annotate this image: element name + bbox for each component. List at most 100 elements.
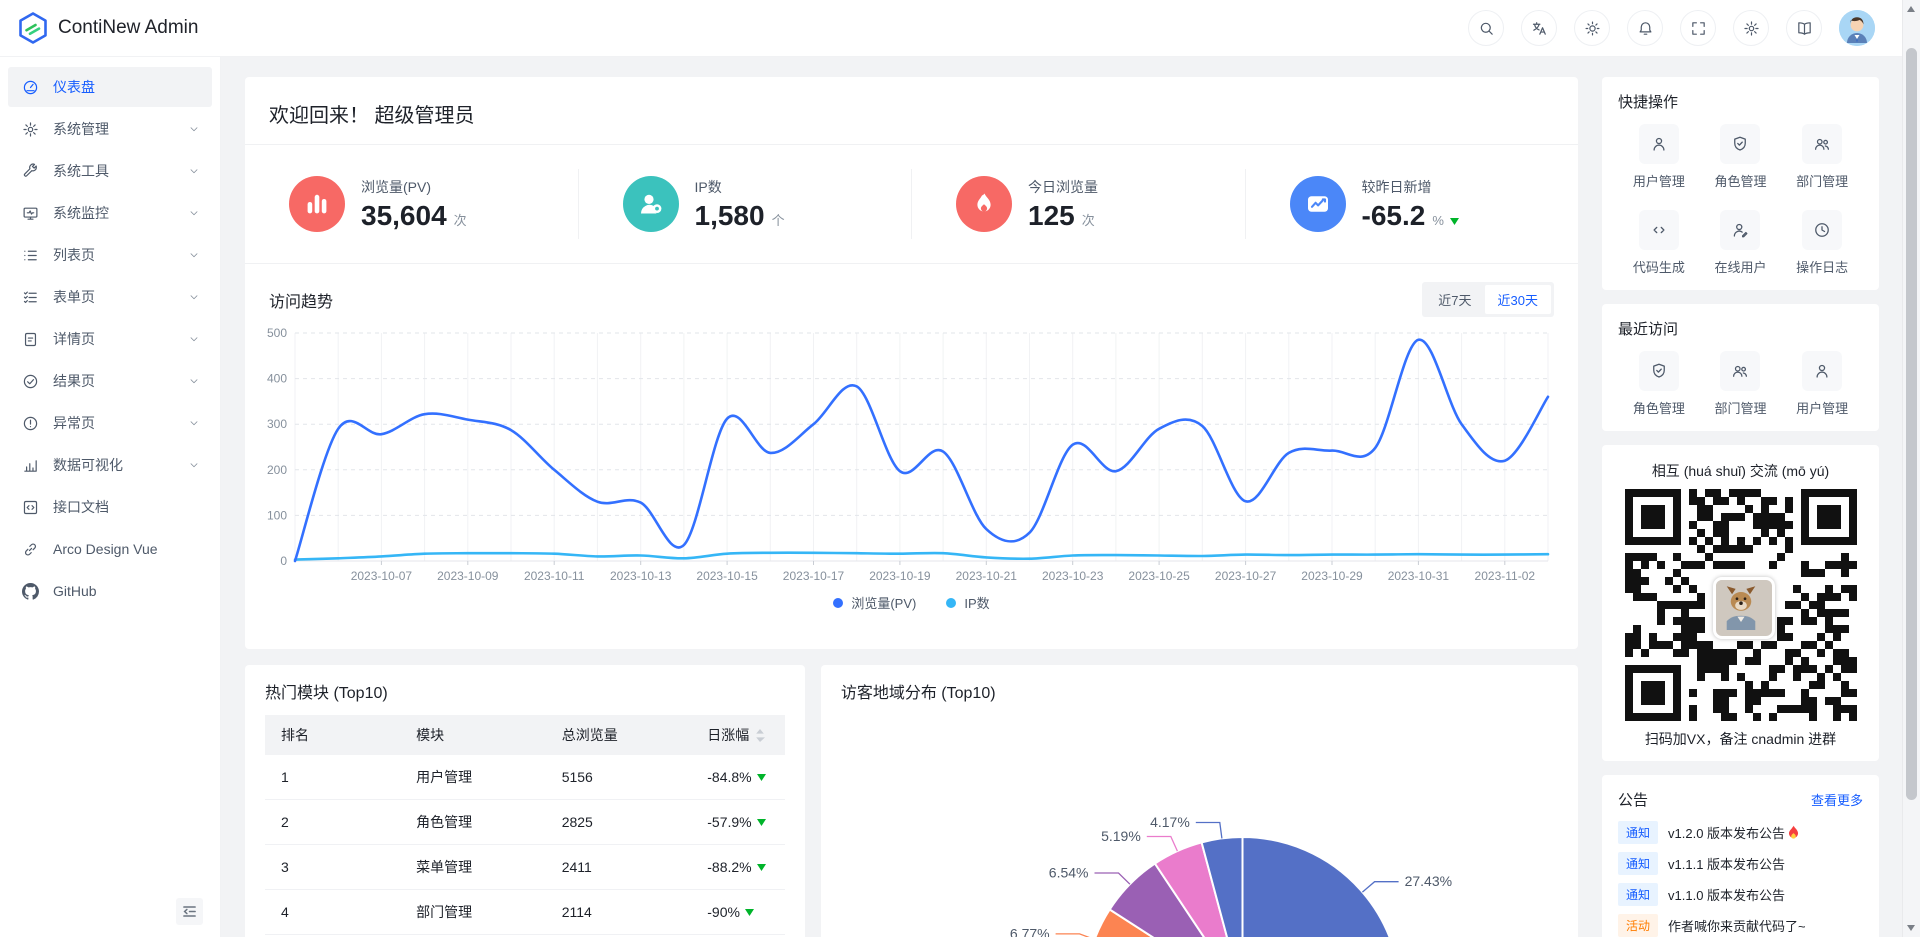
sidebar-collapse-button[interactable] [176, 898, 203, 925]
action-label: 操作日志 [1796, 260, 1849, 275]
sidebar-item-0[interactable]: 仪表盘 [8, 67, 212, 107]
sidebar-item-3[interactable]: 系统监控 [8, 193, 212, 233]
table-row[interactable]: 2 角色管理 2825 -57.9% [265, 799, 785, 845]
sidebar-item-label: GitHub [53, 583, 97, 599]
quick-action-3[interactable]: 代码生成 [1618, 210, 1700, 276]
settings-button[interactable] [1733, 10, 1769, 46]
exception-icon [22, 415, 39, 432]
sidebar-item-9[interactable]: 数据可视化 [8, 445, 212, 485]
range-option-selected[interactable]: 近30天 [1484, 285, 1551, 314]
search-button[interactable] [1468, 10, 1504, 46]
recent-visit-2[interactable]: 用户管理 [1781, 351, 1863, 417]
svg-text:27.43%: 27.43% [1404, 873, 1451, 889]
sun-icon [1584, 20, 1601, 37]
table-row[interactable]: 1 用户管理 5156 -84.8% [265, 755, 785, 800]
stat-value: 125 次 [1028, 199, 1095, 231]
chevron-down-icon [188, 207, 200, 219]
announcements-list: 通知 v1.2.0 版本发布公告 通知 v1.1.1 版本发布公告 通知 v1.… [1618, 820, 1863, 937]
recent-visit-0[interactable]: 角色管理 [1618, 351, 1700, 417]
welcome-title: 欢迎回来！ 超级管理员 [269, 105, 475, 127]
sidebar-item-11[interactable]: Arco Design Vue [8, 529, 212, 569]
cell-module: 用户管理 [400, 755, 546, 800]
sidebar-item-12[interactable]: GitHub [8, 571, 212, 611]
trend-icon [1289, 176, 1346, 232]
chevron-down-icon [188, 249, 200, 261]
trend-range-toggle: 近7天 近30天 [1422, 282, 1554, 317]
stats-row: 浏览量(PV) 35,604 次 IP数 1,580 个 今日浏览量 125 次 较昨… [245, 145, 1578, 263]
fullscreen-button[interactable] [1680, 10, 1716, 46]
theme-button[interactable] [1574, 10, 1610, 46]
table-row[interactable]: 4 部门管理 2114 -90% [265, 889, 785, 935]
region-pie-chart[interactable]: 27.43% 6.77% 6.54% 5.19% 4.17% [841, 703, 1558, 937]
sidebar-item-6[interactable]: 详情页 [8, 319, 212, 359]
announcement-item-3[interactable]: 活动 作者喊你来贡献代码了~ [1618, 913, 1863, 937]
quick-actions-title: 快捷操作 [1618, 94, 1679, 111]
result-icon [22, 373, 39, 390]
announcement-item-0[interactable]: 通知 v1.2.0 版本发布公告 [1618, 820, 1863, 844]
sidebar-item-label: 数据可视化 [53, 457, 123, 473]
announcement-item-2[interactable]: 通知 v1.1.0 版本发布公告 [1618, 882, 1863, 906]
action-label: 用户管理 [1796, 401, 1849, 416]
svg-text:2023-10-25: 2023-10-25 [1128, 569, 1190, 583]
range-option-unselected[interactable]: 近7天 [1425, 285, 1484, 314]
visit-trend-line-chart[interactable]: 0 100 200 300 400 500 2023-10-07 2023-10-09 2023… [255, 323, 1564, 591]
brand[interactable]: ContiNew Admin [0, 12, 220, 44]
svg-text:2023-10-09: 2023-10-09 [437, 569, 499, 583]
column-header: 模块 [400, 715, 546, 755]
quick-actions-card: 快捷操作 用户管理 角色管理 部门管理 代码生成 在线用户 操作日志 [1602, 77, 1879, 290]
sidebar-item-4[interactable]: 列表页 [8, 235, 212, 275]
announcement-item-1[interactable]: 通知 v1.1.1 版本发布公告 [1618, 851, 1863, 875]
stat-card-3: 较昨日新增 -65.2% [1246, 169, 1579, 239]
sidebar-item-2[interactable]: 系统工具 [8, 151, 212, 191]
sidebar-item-1[interactable]: 系统管理 [8, 109, 212, 149]
notifications-button[interactable] [1627, 10, 1663, 46]
table-row[interactable]: 3 菜单管理 2411 -88.2% [265, 844, 785, 890]
shield-icon [1720, 124, 1761, 164]
quick-action-1[interactable]: 角色管理 [1700, 124, 1782, 190]
sidebar-item-10[interactable]: 接口文档 [8, 487, 212, 527]
qr-center-avatar [1712, 577, 1775, 639]
quick-action-2[interactable]: 部门管理 [1781, 124, 1863, 190]
quick-action-5[interactable]: 操作日志 [1781, 210, 1863, 276]
recent-visits-card: 最近访问 角色管理 部门管理 用户管理 [1602, 304, 1879, 431]
cell-views: 2114 [545, 889, 692, 935]
quick-action-4[interactable]: 在线用户 [1700, 210, 1782, 276]
language-button[interactable] [1521, 10, 1557, 46]
announcement-text: 作者喊你来贡献代码了~ [1668, 918, 1806, 934]
scrollbar-thumb[interactable] [1906, 48, 1917, 800]
announcement-text: v1.1.0 版本发布公告 [1668, 887, 1786, 903]
divider [245, 144, 1578, 145]
cell-change: -90% [691, 889, 785, 935]
action-label: 用户管理 [1632, 174, 1685, 189]
sidebar-item-label: 系统管理 [53, 121, 109, 137]
cell-module: 菜单管理 [400, 844, 546, 890]
legend-item[interactable]: IP数 [946, 593, 990, 612]
sidebar-item-5[interactable]: 表单页 [8, 277, 212, 317]
form-icon [22, 289, 39, 306]
header-actions [1468, 10, 1903, 46]
flame-icon [956, 176, 1012, 232]
legend-item[interactable]: 浏览量(PV) [833, 593, 916, 612]
recent-visit-1[interactable]: 部门管理 [1700, 351, 1782, 417]
svg-text:5.19%: 5.19% [1101, 828, 1141, 844]
sidebar-item-7[interactable]: 结果页 [8, 361, 212, 401]
view-more-link[interactable]: 查看更多 [1810, 793, 1863, 808]
link-icon [22, 541, 39, 558]
svg-text:400: 400 [267, 372, 287, 386]
sidebar-item-label: 系统监控 [53, 205, 109, 221]
sidebar-item-8[interactable]: 异常页 [8, 403, 212, 443]
github-icon [22, 582, 39, 600]
announcement-tag: 活动 [1618, 913, 1659, 937]
sidebar-item-label: 列表页 [53, 247, 95, 263]
docs-button[interactable] [1786, 10, 1822, 46]
gear-icon [1743, 20, 1760, 37]
sort-column-header[interactable]: 日涨幅 [707, 725, 766, 745]
user-icon [1638, 124, 1679, 164]
column-header[interactable]: 日涨幅 [691, 715, 785, 755]
quick-action-0[interactable]: 用户管理 [1618, 124, 1700, 190]
scroll-up-arrow[interactable] [1906, 4, 1916, 14]
scroll-down-arrow[interactable] [1906, 923, 1916, 933]
page-scrollbar[interactable] [1902, 0, 1920, 937]
user-avatar[interactable] [1839, 10, 1875, 46]
